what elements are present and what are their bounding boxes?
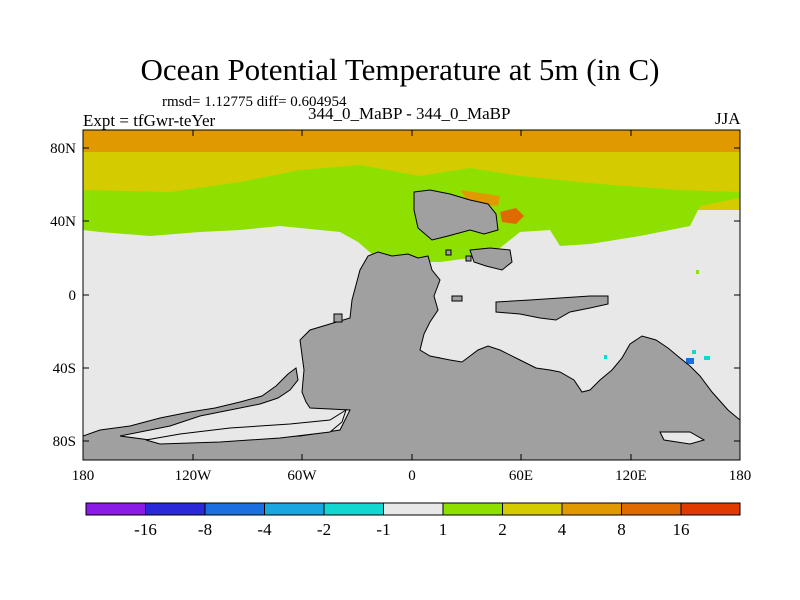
inland-sea-southeast	[659, 431, 706, 445]
colorbar: -16 -8 -4 -2 -1 1 2 4 8 16	[85, 502, 741, 539]
eastern-island	[469, 247, 513, 271]
colorbar-label: -16	[134, 520, 157, 539]
x-tick-label: 180	[729, 468, 752, 484]
arctic-band-8-16	[83, 130, 740, 152]
y-tick-label: 0	[69, 288, 77, 304]
islet-2	[451, 295, 463, 302]
tick-marks	[83, 130, 740, 460]
cold-patch-7	[692, 350, 696, 354]
islet-1	[333, 313, 343, 323]
colorbar-swatch	[680, 502, 741, 516]
inland-sea-south	[145, 408, 347, 445]
colorbar-swatch	[561, 502, 622, 516]
colorbar-label: 16	[673, 520, 690, 539]
cold-patch-5	[686, 358, 694, 364]
colorbar-label: -8	[198, 520, 212, 539]
colorbar-swatch	[85, 502, 146, 516]
map-title: Ocean Potential Temperature at 5m (in C)	[140, 52, 660, 87]
equatorial-strip	[495, 295, 609, 321]
x-tick-label: 0	[408, 468, 416, 484]
colorbar-swatch	[204, 502, 265, 516]
cold-patch-4	[604, 355, 607, 359]
band-2-4	[83, 165, 740, 262]
colorbar-swatch	[442, 502, 503, 516]
warm-speck	[696, 270, 699, 274]
colorbar-label: 8	[617, 520, 626, 539]
y-tick-label: 40N	[50, 214, 76, 230]
map-plot-area	[83, 130, 740, 460]
y-tick-label: 80S	[53, 434, 76, 450]
run-comparison-label: 344_0_MaBP - 344_0_MaBP	[308, 104, 511, 123]
southern-landmass	[83, 251, 740, 460]
colorbar-swatch	[502, 502, 563, 516]
northern-landmass	[413, 189, 499, 241]
colorbar-label: 2	[498, 520, 507, 539]
hotspot-8-16	[500, 208, 524, 224]
y-tick-label: 80N	[50, 141, 76, 157]
colorbar-swatch	[621, 502, 682, 516]
x-tick-label: 120E	[615, 468, 647, 484]
colorbar-swatch	[383, 502, 444, 516]
season-label: JJA	[715, 109, 741, 128]
colorbar-label: 1	[439, 520, 448, 539]
rmsd-diff-stats: rmsd= 1.12775 diff= 0.604954	[162, 94, 347, 110]
experiment-label: Expt = tfGwr-teYer	[83, 111, 216, 130]
colorbar-swatch	[145, 502, 206, 516]
x-tick-label: 60E	[509, 468, 533, 484]
islet-3	[465, 255, 472, 262]
colorbar-label: 4	[558, 520, 567, 539]
cold-patch-6	[704, 356, 710, 360]
y-tick-label: 40S	[53, 361, 76, 377]
colorbar-label: -1	[376, 520, 390, 539]
x-tick-label: 180	[72, 468, 95, 484]
x-tick-label: 120W	[175, 468, 213, 484]
x-tick-label: 60W	[287, 468, 317, 484]
colorbar-label: -2	[317, 520, 331, 539]
colorbar-label: -4	[257, 520, 272, 539]
colorbar-swatch	[323, 502, 384, 516]
colorbar-swatch	[264, 502, 325, 516]
islet-4	[445, 249, 452, 256]
